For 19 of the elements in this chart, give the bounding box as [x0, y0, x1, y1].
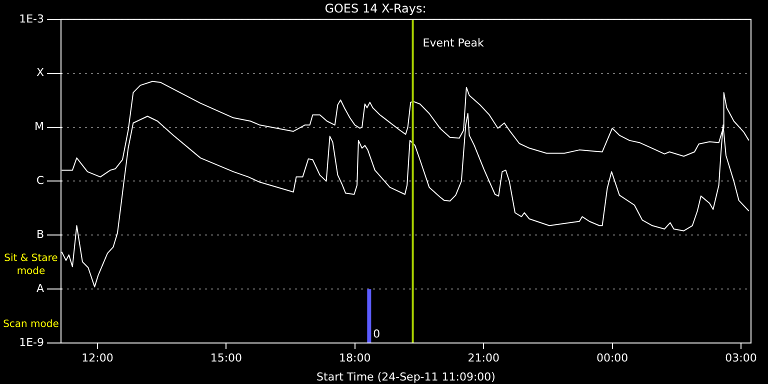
y-tick-label: X	[36, 66, 44, 80]
y-tick-label: 1E-9	[19, 336, 44, 349]
x-tick-label: 03:00	[725, 351, 757, 364]
x-tick-label: 18:00	[339, 351, 371, 364]
x-tick-label: 21:00	[468, 351, 500, 364]
x-tick-label: 00:00	[596, 351, 628, 364]
y-tick-label: C	[36, 174, 44, 188]
y-tick-label: A	[36, 282, 44, 295]
text: Sit & Stare mode	[3, 252, 59, 278]
x-tick-label: 12:00	[82, 351, 114, 364]
chart-title: GOES 14 X-Rays:	[324, 1, 426, 16]
y-tick-label: M	[34, 120, 44, 134]
annotation: 0	[373, 327, 380, 340]
x-tick-label: 15:00	[210, 351, 242, 364]
text: Scan mode	[2, 318, 60, 331]
ref-line-label: Event Peak	[422, 36, 485, 50]
y-tick-label: 1E-3	[19, 12, 44, 26]
y-tick-label: B	[36, 228, 44, 241]
x-axis-title: Start Time (24-Sep-11 11:09:00)	[316, 370, 496, 384]
